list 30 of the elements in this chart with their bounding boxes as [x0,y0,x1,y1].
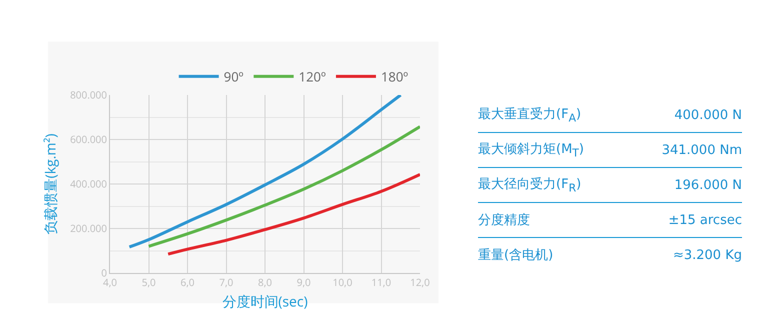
y-tick-label: 200.000 [70,221,108,235]
x-tick-label: 12,0 [410,275,430,289]
x-tick-label: 5,0 [142,275,156,289]
text: 最大径向受力(F$_{R}$) [478,176,582,195]
text: 400.000 N [674,108,742,122]
x-tick-label: 6,0 [180,275,195,289]
y-tick-label: 800.000 [70,88,108,102]
line-series [147,125,420,248]
x-tick-label: 10,0 [332,275,353,289]
legend-label: 180º [380,67,408,86]
y-axis-title: 负载惯量(kg.m²) [42,134,61,234]
legend-label: 120º [298,67,326,86]
text: ±15 arcsec [668,212,742,228]
text: 分度精度 [478,212,530,229]
text: 196.000 N [674,178,742,192]
text: 341.000 Nm [662,142,742,158]
legend-label: 90º [224,67,244,86]
x-tick-label: 7,0 [219,275,234,289]
text: 重量(含电机) [478,247,554,264]
text: 最大倾斜力矩(M$_{T}$) [478,141,584,160]
x-tick-label: 9,0 [296,275,312,289]
line-series [166,172,420,256]
y-tick-label: 400.000 [70,176,108,190]
y-tick-label: 600.000 [70,132,108,146]
text: 最大垂直受力(F$_{A}$) [478,106,582,125]
line-series [128,95,402,248]
x-axis-title: 分度时间(sec) [222,292,308,312]
text: ≈3.200 Kg [672,248,742,262]
x-tick-label: 8,0 [258,275,272,289]
x-tick-label: 11,0 [371,275,392,289]
